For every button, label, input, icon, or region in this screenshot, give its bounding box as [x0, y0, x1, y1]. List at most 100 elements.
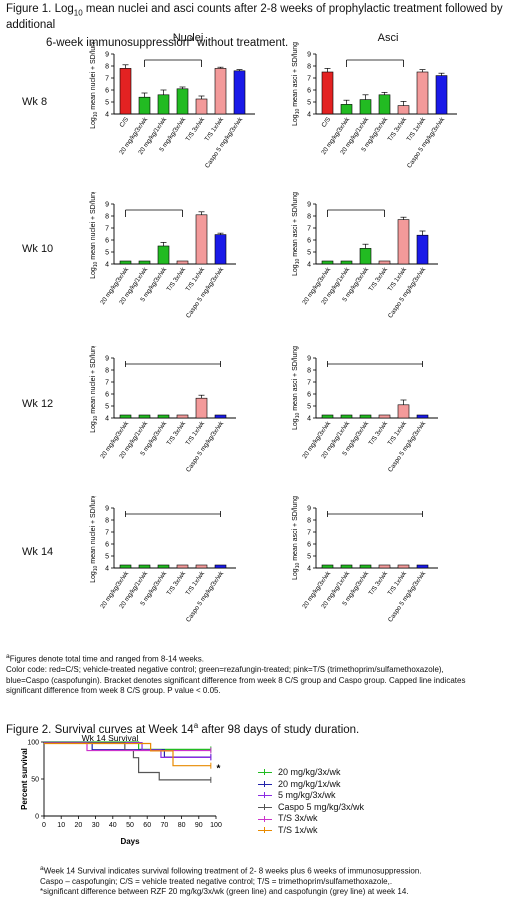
- x-tick-label: Caspo 5 mg/kg/3x/wk: [185, 419, 226, 473]
- y-axis-label: Log10 mean nuclei + SD/lung: [90, 496, 99, 583]
- bar: [340, 564, 353, 569]
- legend-item: 20 mg/kg/3x/wk: [258, 767, 364, 779]
- bar: [157, 414, 170, 419]
- bar: [340, 104, 353, 115]
- legend-label: 20 mg/kg/1x/wk: [278, 778, 341, 789]
- y-tick-label: 0: [35, 814, 39, 821]
- x-tick-label: 100: [210, 822, 222, 829]
- bar: [397, 219, 410, 265]
- x-tick-label: 30: [92, 822, 100, 829]
- column-header-asci: Asci: [377, 32, 399, 44]
- bar: [397, 105, 410, 115]
- y-tick-label: 5: [307, 250, 311, 257]
- bar: [359, 99, 372, 115]
- y-tick-label: 6: [307, 542, 311, 549]
- bar: [321, 71, 334, 115]
- legend-item: 20 mg/kg/1x/wk: [258, 779, 364, 791]
- y-axis-label: Log10 mean nuclei + SD/lung: [90, 346, 99, 433]
- bar: [176, 564, 189, 569]
- bar: [157, 245, 170, 265]
- legend-item: T/S 3x/wk: [258, 813, 364, 825]
- y-tick-label: 9: [307, 202, 311, 209]
- survival-line: [44, 742, 211, 767]
- y-tick-label: 9: [105, 356, 109, 363]
- x-tick-label: 60: [143, 822, 151, 829]
- y-tick-label: 7: [307, 530, 311, 537]
- y-tick-label: 6: [105, 542, 109, 549]
- y-tick-label: 7: [105, 226, 109, 233]
- bar: [214, 234, 227, 265]
- bar: [359, 248, 372, 265]
- bar: [119, 564, 132, 569]
- y-axis-label: Log10 mean asci + SD/lung: [292, 42, 301, 126]
- x-tick-label: Caspo 5 mg/kg/3x/wk: [406, 115, 447, 169]
- y-tick-label: 6: [307, 238, 311, 245]
- y-tick-label: 7: [307, 76, 311, 83]
- bar: [176, 260, 189, 265]
- bar: [138, 564, 151, 569]
- y-tick-label: 8: [105, 214, 109, 221]
- y-tick-label: 9: [105, 202, 109, 209]
- legend-label: T/S 1x/wk: [278, 824, 318, 835]
- y-axis-label: Log10 mean nuclei + SD/lung: [90, 42, 99, 129]
- bar: [321, 260, 334, 265]
- legend-item: 5 mg/kg/3x/wk: [258, 790, 364, 802]
- y-tick-label: 8: [105, 64, 109, 71]
- row-label-wk12: Wk 12: [22, 398, 54, 410]
- bar: [138, 414, 151, 419]
- bar: [119, 260, 132, 265]
- y-tick-label: 7: [307, 380, 311, 387]
- y-tick-label: 9: [105, 506, 109, 513]
- bar: [195, 564, 208, 569]
- y-tick-label: 5: [105, 250, 109, 257]
- y-tick-label: 6: [105, 392, 109, 399]
- y-tick-label: 5: [307, 100, 311, 107]
- bar: [378, 260, 391, 265]
- bar: [195, 98, 208, 115]
- x-tick-label: Caspo 5 mg/kg/3x/wk: [185, 265, 226, 319]
- y-tick-label: 7: [105, 76, 109, 83]
- y-tick-label: 9: [105, 52, 109, 59]
- bar: [214, 414, 227, 419]
- figure1-notes: aFigures denote total time and ranged fr…: [6, 653, 466, 696]
- y-tick-label: 9: [307, 506, 311, 513]
- legend-item: Caspo 5 mg/kg/3x/wk: [258, 802, 364, 814]
- y-tick-label: 7: [105, 380, 109, 387]
- bar: [176, 88, 189, 115]
- bar: [138, 96, 151, 115]
- x-tick-label: 20: [75, 822, 83, 829]
- y-tick-label: 4: [105, 416, 109, 423]
- bar: [157, 94, 170, 115]
- y-tick-label: 6: [105, 238, 109, 245]
- x-tick-label: 70: [161, 822, 169, 829]
- bar: [214, 68, 227, 115]
- bar: [416, 234, 429, 265]
- bar: [195, 397, 208, 419]
- survival-legend: 20 mg/kg/3x/wk 20 mg/kg/1x/wk 5 mg/kg/3x/w…: [258, 767, 364, 837]
- y-tick-label: 4: [307, 262, 311, 269]
- legend-swatch: [258, 780, 272, 787]
- y-tick-label: 7: [307, 226, 311, 233]
- y-tick-label: 9: [307, 52, 311, 59]
- bar: [176, 414, 189, 419]
- bar: [359, 414, 372, 419]
- survival-x-label: Days: [120, 837, 140, 846]
- bar: [416, 414, 429, 419]
- bar: [233, 70, 246, 115]
- y-tick-label: 50: [31, 777, 39, 784]
- legend-label: 5 mg/kg/3x/wk: [278, 790, 336, 801]
- figure2-footnotes: aWeek 14 Survival indicates survival fol…: [40, 865, 422, 896]
- bar: [157, 564, 170, 569]
- row-label-wk14: Wk 14: [22, 546, 54, 558]
- x-tick-label: 50: [126, 822, 134, 829]
- row-label-wk10: Wk 10: [22, 243, 54, 255]
- bar: [416, 71, 429, 115]
- legend-swatch: [258, 804, 272, 811]
- survival-title: Wk 14 Survival: [82, 733, 139, 743]
